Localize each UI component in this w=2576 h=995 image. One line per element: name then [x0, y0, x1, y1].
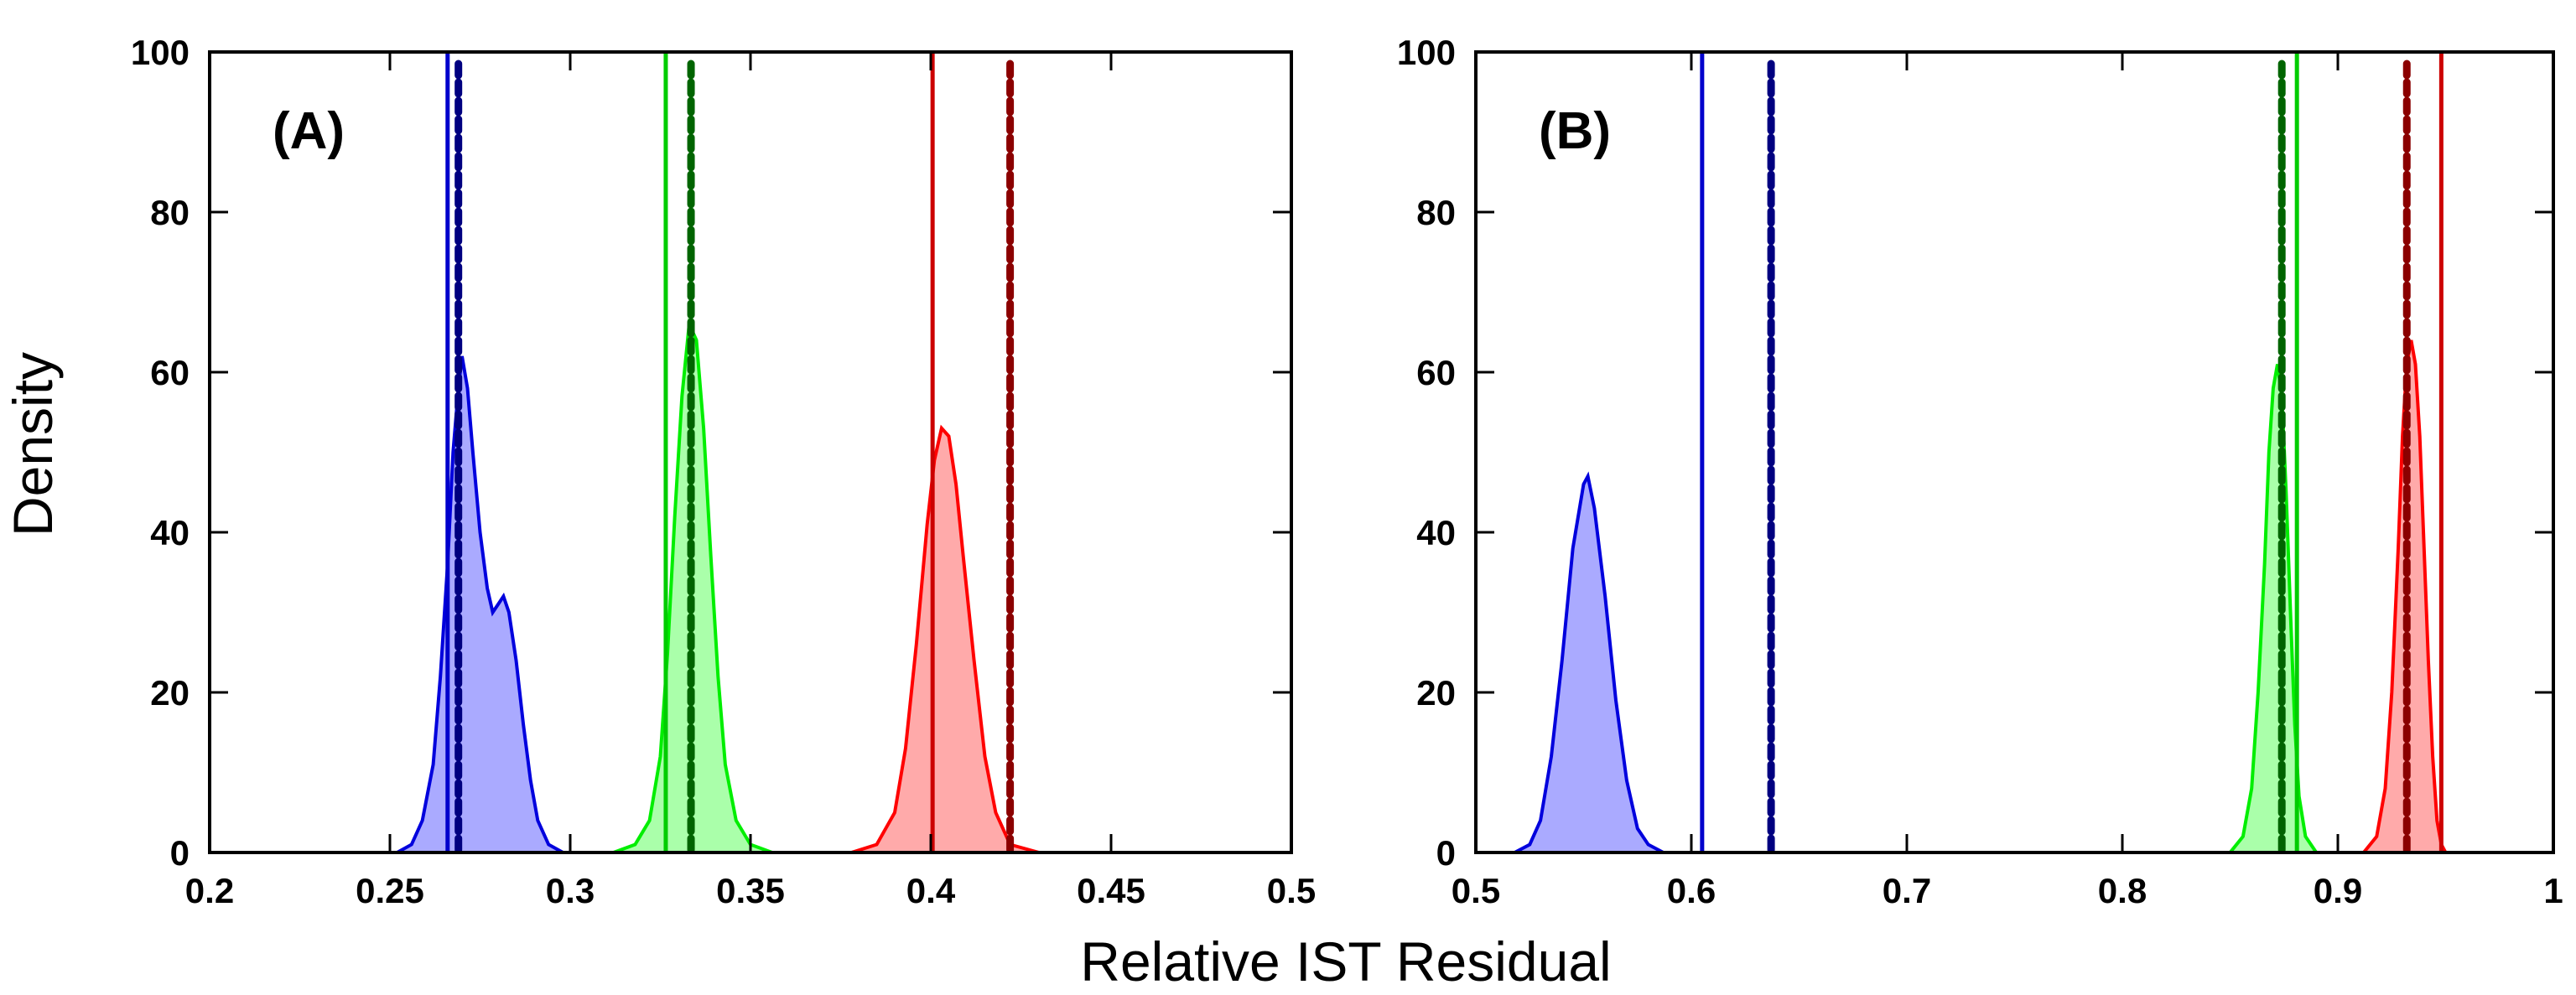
y-tick-label: 80 — [150, 193, 190, 232]
plot-frame — [208, 50, 1293, 854]
y-tick-label: 60 — [150, 353, 190, 392]
x-tick-label: 0.2 — [185, 871, 234, 910]
density-curve-2 — [2362, 339, 2448, 854]
density-fill-0 — [397, 355, 564, 852]
x-tick-label: 0.25 — [356, 871, 424, 910]
x-tick-label: 0.8 — [2098, 871, 2147, 910]
x-tick-label: 1 — [2543, 871, 2563, 910]
x-tick-label: 0.5 — [1452, 871, 1500, 910]
plot-frame — [1474, 50, 2555, 854]
density-fill-1 — [2230, 364, 2317, 852]
y-tick-label: 60 — [1416, 353, 1456, 392]
y-tick-label: 0 — [170, 833, 190, 873]
x-tick-label: 0.6 — [1667, 871, 1716, 910]
x-tick-label: 0.3 — [546, 871, 595, 910]
y-tick-label: 0 — [1436, 833, 1456, 873]
density-fill-0 — [1514, 476, 1664, 852]
density-curve-2 — [850, 424, 1040, 854]
x-tick-label: 0.7 — [1883, 871, 1931, 910]
panel-a: 0.2 0.25 0.3 0.35 0.4 0.45 0.5 0 20 40 60 80 100 (A) — [131, 33, 1316, 910]
x-tick-label: 0.4 — [906, 871, 956, 910]
y-axis-label: Density — [2, 352, 64, 536]
x-tick-label: 0.45 — [1077, 871, 1145, 910]
y-tick-label: 100 — [131, 33, 190, 72]
density-fill-2 — [851, 428, 1039, 852]
x-tick-label: 0.5 — [1267, 871, 1316, 910]
density-curve-0 — [396, 355, 564, 854]
y-tick-label: 20 — [1416, 673, 1456, 713]
x-tick-label: 0.9 — [2314, 871, 2362, 910]
panel-b: 0.5 0.6 0.7 0.8 0.9 1 0 20 40 60 80 100 (B) — [1397, 33, 2563, 910]
panel-label: (B) — [1539, 102, 1611, 160]
y-tick-label: 40 — [150, 513, 190, 552]
y-tick-label: 80 — [1416, 193, 1456, 232]
x-tick-label: 0.35 — [716, 871, 785, 910]
y-tick-label: 20 — [150, 673, 190, 713]
x-axis-label: Relative IST Residual — [1080, 930, 1611, 992]
density-curve-0 — [1514, 471, 1665, 854]
panel-label: (A) — [273, 102, 345, 160]
y-tick-label: 100 — [1397, 33, 1456, 72]
y-tick-label: 40 — [1416, 513, 1456, 552]
